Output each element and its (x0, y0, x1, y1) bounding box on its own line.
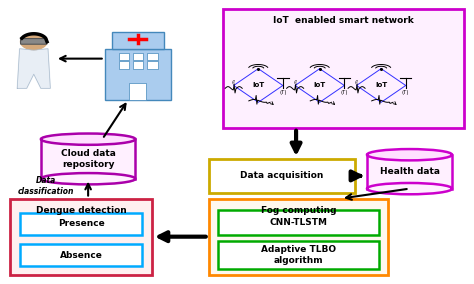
Text: IoT  enabled smart network: IoT enabled smart network (273, 16, 414, 25)
FancyBboxPatch shape (218, 241, 379, 269)
Text: Health data: Health data (380, 167, 439, 176)
FancyBboxPatch shape (119, 61, 129, 68)
Ellipse shape (367, 149, 452, 160)
Text: Data acquisition: Data acquisition (240, 172, 324, 180)
Ellipse shape (41, 133, 136, 145)
FancyBboxPatch shape (20, 39, 47, 44)
Text: CNN-TLSTM: CNN-TLSTM (269, 218, 328, 227)
FancyBboxPatch shape (133, 61, 144, 68)
FancyBboxPatch shape (19, 213, 143, 235)
Text: IoT: IoT (375, 82, 387, 89)
Text: ((: (( (293, 80, 297, 85)
Text: Adaptive TLBO
algorithm: Adaptive TLBO algorithm (261, 245, 336, 265)
Text: (T): (T) (279, 90, 287, 95)
FancyBboxPatch shape (209, 199, 388, 275)
Text: Dengue detection: Dengue detection (36, 206, 127, 215)
Text: (T): (T) (402, 90, 410, 95)
Text: ((: (( (232, 80, 236, 85)
Text: Fog computing: Fog computing (261, 206, 336, 215)
FancyBboxPatch shape (10, 199, 152, 275)
Circle shape (20, 34, 47, 50)
Polygon shape (17, 49, 50, 88)
FancyBboxPatch shape (129, 83, 146, 100)
FancyBboxPatch shape (105, 49, 171, 100)
FancyBboxPatch shape (133, 53, 144, 60)
Ellipse shape (367, 183, 452, 194)
FancyBboxPatch shape (119, 53, 129, 60)
Text: Cloud data
repository: Cloud data repository (61, 149, 116, 169)
FancyBboxPatch shape (112, 32, 164, 49)
Ellipse shape (41, 173, 136, 184)
Text: IoT: IoT (252, 82, 264, 89)
FancyBboxPatch shape (223, 9, 464, 128)
FancyBboxPatch shape (147, 53, 157, 60)
Text: ((: (( (355, 80, 359, 85)
FancyBboxPatch shape (147, 61, 157, 68)
Text: Data
classification: Data classification (18, 176, 74, 195)
FancyBboxPatch shape (41, 139, 136, 179)
Text: Presence: Presence (58, 220, 104, 228)
FancyBboxPatch shape (19, 244, 143, 266)
FancyBboxPatch shape (209, 159, 355, 193)
Text: Absence: Absence (60, 250, 102, 260)
Text: IoT: IoT (314, 82, 326, 89)
Text: (T): (T) (340, 90, 348, 95)
FancyBboxPatch shape (218, 210, 379, 235)
FancyBboxPatch shape (367, 155, 452, 189)
